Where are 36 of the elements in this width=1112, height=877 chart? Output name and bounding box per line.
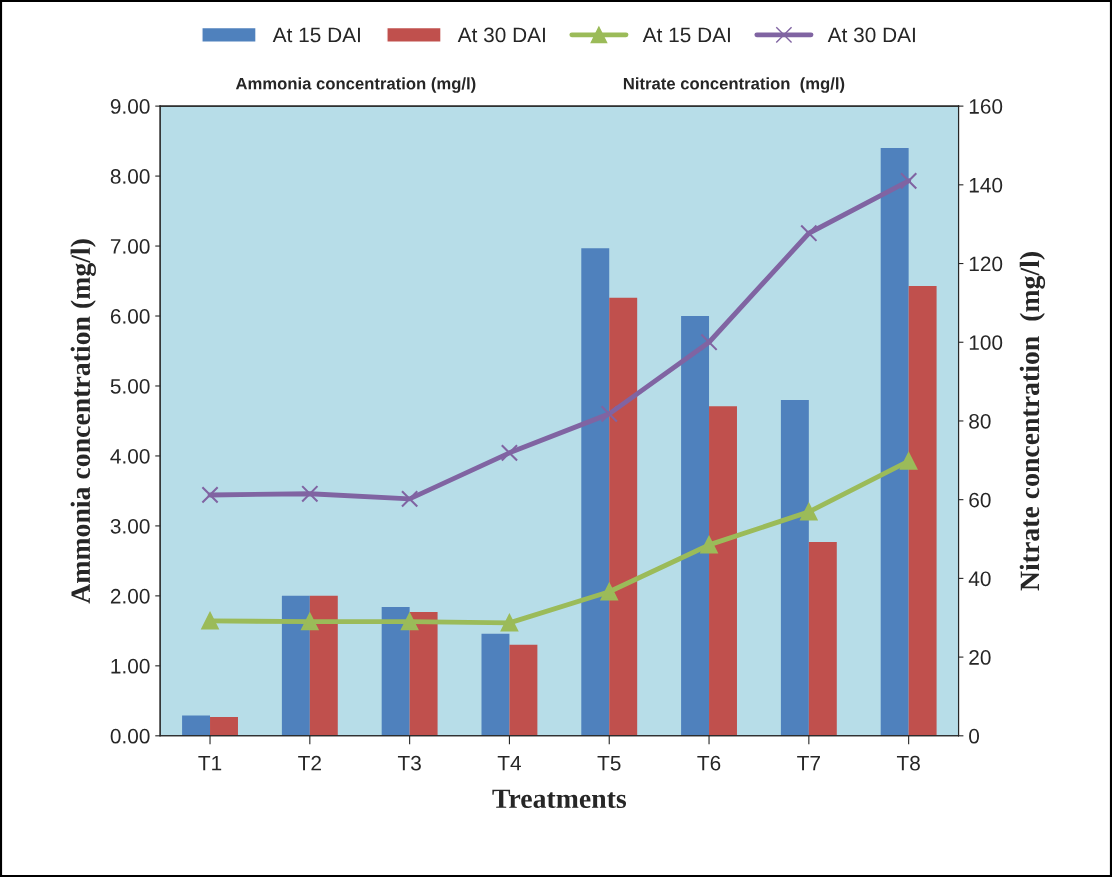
text: Ammonia concentration (mg/l) bbox=[235, 77, 476, 93]
y-axis-title: Ammonia concentration (mg/l) bbox=[70, 239, 96, 604]
y2-tick-label: 120 bbox=[969, 256, 1003, 272]
y-tick-label: 1.00 bbox=[111, 658, 150, 674]
y-tick-label: 8.00 bbox=[110, 169, 150, 184]
x-tick-label: T1 bbox=[198, 756, 222, 771]
y-tick-label: 4.00 bbox=[110, 448, 150, 464]
legend-label: At 15 DAI bbox=[642, 27, 730, 43]
text: Nitrate concentration (mg/l) bbox=[623, 77, 845, 93]
y2-tick-label: 40 bbox=[968, 571, 991, 587]
y-tick-label: 5.00 bbox=[110, 378, 150, 394]
x-tick-label: T3 bbox=[397, 755, 421, 771]
y-tick-label: 2.00 bbox=[110, 588, 150, 604]
y-tick-label: 6.00 bbox=[110, 309, 150, 324]
y-tick-label: 9.00 bbox=[110, 99, 150, 114]
legend-label: At 30 DAI bbox=[827, 27, 915, 43]
x-tick-label: T6 bbox=[697, 755, 721, 771]
y-tick-label: 3.00 bbox=[110, 518, 150, 534]
y-tick-label: 7.00 bbox=[110, 239, 150, 254]
x-tick-label: T4 bbox=[497, 756, 521, 771]
y2-tick-label: 60 bbox=[969, 492, 991, 508]
y2-tick-label: 20 bbox=[969, 650, 991, 665]
x-axis-title: Treatments bbox=[492, 789, 627, 809]
y2-tick-label: 100 bbox=[969, 335, 1003, 350]
legend-label: At 15 DAI bbox=[272, 27, 360, 43]
y2-tick-label: 160 bbox=[969, 99, 1003, 114]
x-tick-label: T7 bbox=[797, 756, 820, 771]
x-tick-label: T8 bbox=[896, 755, 920, 771]
y2-tick-label: 0 bbox=[969, 728, 980, 744]
y2-axis-title: Nitrate concentration (mg/l) bbox=[1019, 252, 1046, 591]
y-tick-label: 0.00 bbox=[110, 728, 150, 744]
x-tick-label: T5 bbox=[597, 756, 621, 771]
x-tick-label: T2 bbox=[298, 755, 321, 771]
y2-tick-label: 80 bbox=[969, 413, 991, 429]
y2-tick-label: 140 bbox=[969, 177, 1003, 193]
legend-label: At 30 DAI bbox=[457, 27, 545, 43]
